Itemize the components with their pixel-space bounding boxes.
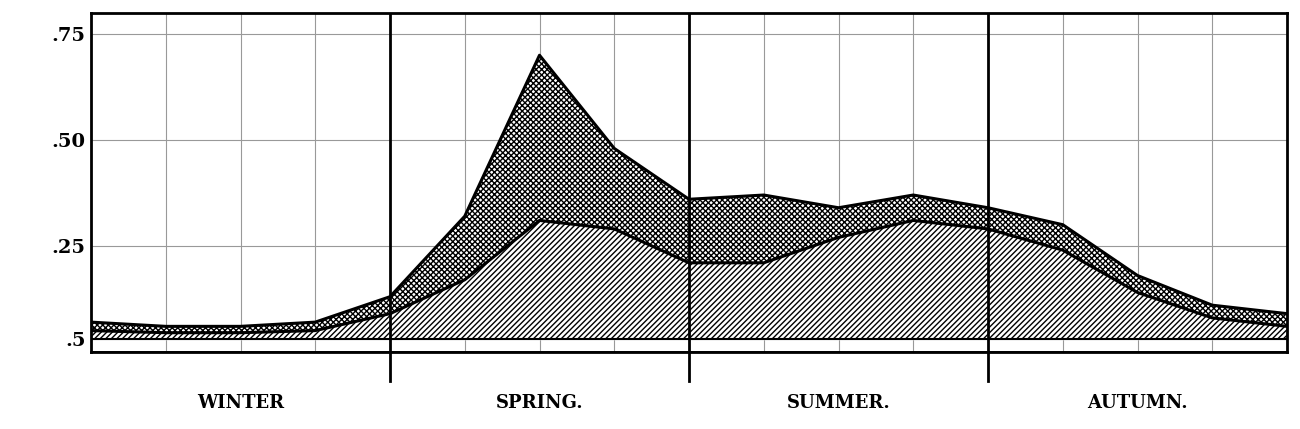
Text: AUTUMN.: AUTUMN.	[1087, 394, 1188, 412]
Text: WINTER: WINTER	[196, 394, 285, 412]
Text: SUMMER.: SUMMER.	[786, 394, 891, 412]
Text: SPRING.: SPRING.	[495, 394, 584, 412]
